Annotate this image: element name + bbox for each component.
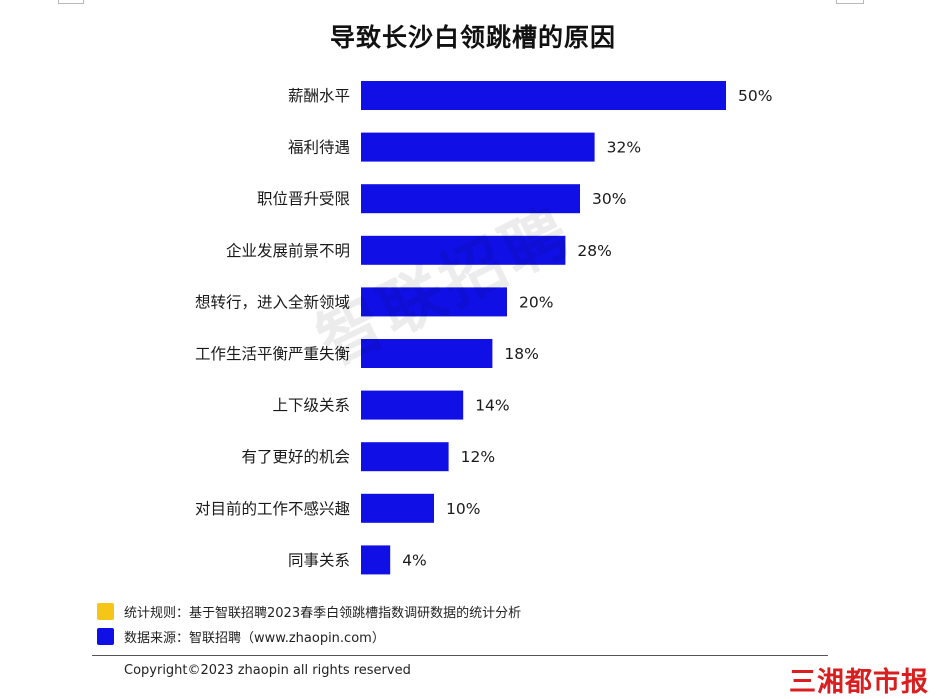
value-label-2: 30% xyxy=(592,190,626,208)
chart-title: 导致长沙白领跳槽的原因 xyxy=(329,23,616,52)
bar-0 xyxy=(361,81,726,110)
value-label-7: 12% xyxy=(461,448,495,466)
legend-rule-text: 统计规则：基于智联招聘2023春季白领跳槽指数调研数据的统计分析 xyxy=(124,605,522,621)
value-label-0: 50% xyxy=(738,87,772,105)
legend-swatch-yellow xyxy=(97,602,114,620)
bar-5 xyxy=(361,339,493,368)
legend-source-text: 数据来源：智联招聘（www.zhaopin.com） xyxy=(124,630,385,646)
category-label-4: 想转行，进入全新领域 xyxy=(195,293,350,311)
bar-3 xyxy=(361,235,566,265)
value-label-9: 4% xyxy=(402,551,427,569)
category-label-2: 职位晋升受限 xyxy=(257,190,350,208)
crop-mark-left xyxy=(58,0,84,4)
legend-item-rule: 统计规则：基于智联招聘2023春季白领跳槽指数调研数据的统计分析 xyxy=(97,602,522,621)
legend-swatch-blue xyxy=(97,627,114,645)
bar-8 xyxy=(361,493,434,523)
category-label-7: 有了更好的机会 xyxy=(241,448,350,466)
bar-4 xyxy=(361,287,507,317)
category-label-5: 工作生活平衡严重失衡 xyxy=(195,345,350,363)
crop-mark-right xyxy=(836,0,864,4)
bar-1 xyxy=(361,132,595,162)
media-logo: 三湘都市报 xyxy=(789,667,929,698)
value-label-8: 10% xyxy=(446,500,480,518)
category-label-9: 同事关系 xyxy=(288,551,350,569)
bar-9 xyxy=(361,545,391,575)
category-label-1: 福利待遇 xyxy=(288,139,350,157)
copyright-text: Copyright©2023 zhaopin all rights reserv… xyxy=(124,663,411,678)
value-label-4: 20% xyxy=(519,293,553,311)
category-label-0: 薪酬水平 xyxy=(288,87,350,105)
bar-6 xyxy=(361,390,464,420)
category-label-8: 对目前的工作不感兴趣 xyxy=(195,500,350,518)
footer-divider xyxy=(92,655,828,656)
value-label-1: 32% xyxy=(607,139,641,157)
value-label-3: 28% xyxy=(577,242,611,260)
value-label-6: 14% xyxy=(475,397,509,415)
category-label-6: 上下级关系 xyxy=(272,397,350,415)
bar-7 xyxy=(361,442,449,472)
legend-item-source: 数据来源：智联招聘（www.zhaopin.com） xyxy=(97,627,385,646)
value-label-5: 18% xyxy=(504,345,538,363)
bar-2 xyxy=(361,184,580,214)
category-label-3: 企业发展前景不明 xyxy=(226,242,350,260)
bar-chart: 薪酬水平 50% 福利待遇 32% 职位晋升受限 30% 企业发展前景不明 28% 想转行，进入… xyxy=(195,81,772,575)
